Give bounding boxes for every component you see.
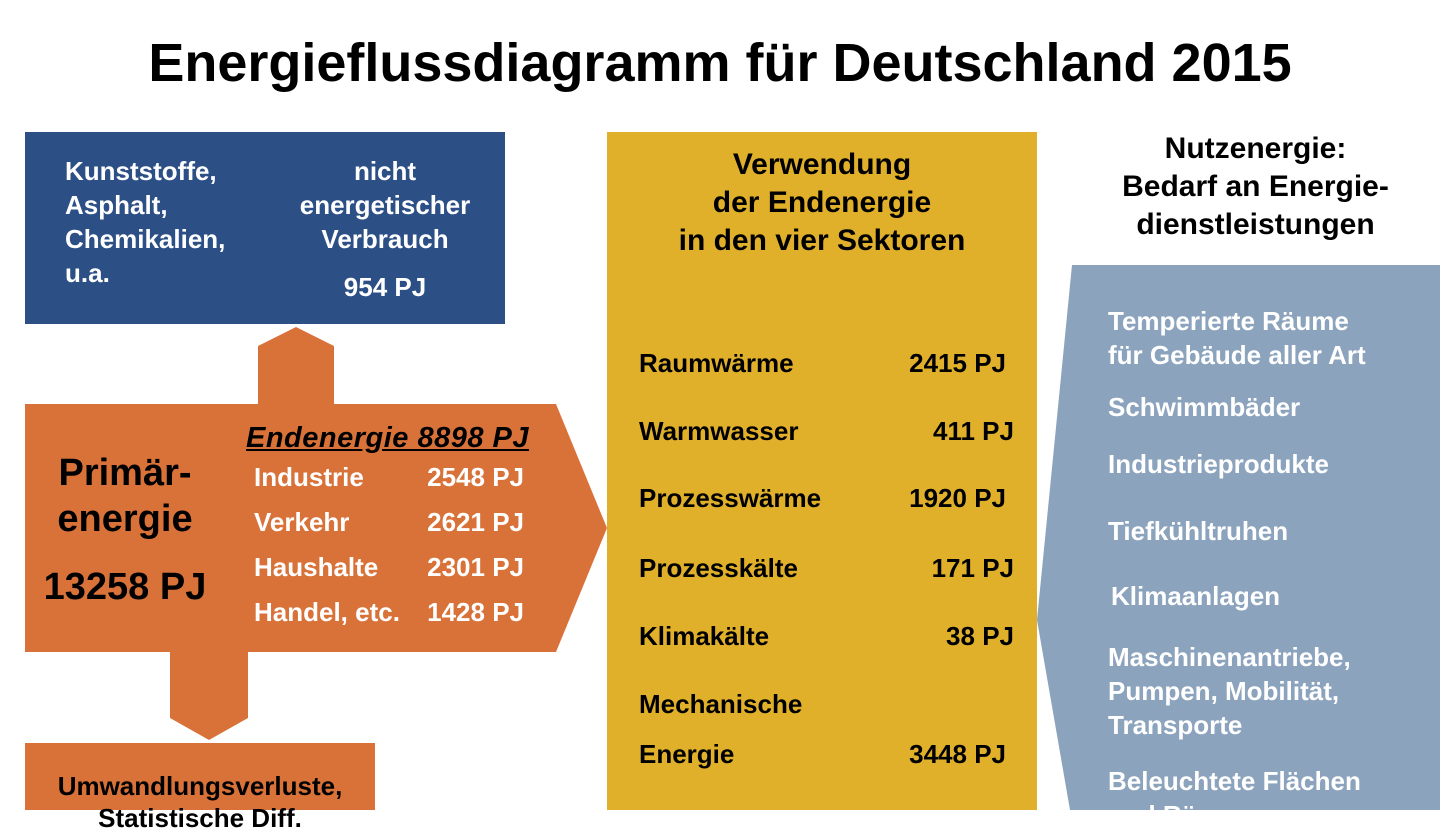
arrow-up-non-energy [258, 327, 334, 404]
useful-item-industrieprodukte: Industrieprodukte [1108, 447, 1428, 481]
non-energy-heading-line: nicht [353, 156, 417, 186]
usage-row-klimakaelte: Klimakälte 38 PJ [639, 621, 1014, 655]
usage-name: Warmwasser [639, 416, 799, 446]
useful-item-klimaanlagen: Klimaanlagen [1111, 579, 1431, 613]
losses-label: Umwandlungsverluste, Statistische Diff. [25, 770, 375, 834]
losses-label-line: Statistische Diff. [98, 803, 302, 833]
usage-value: 2415 PJ [909, 348, 1006, 378]
non-energy-value: 954 PJ [343, 272, 427, 302]
useful-item-line: und Räume [1108, 800, 1250, 830]
usage-value: 171 PJ [931, 553, 1014, 583]
useful-item-line: Tiefkühltruhen [1108, 516, 1289, 546]
sector-name: Industrie [254, 462, 364, 492]
usage-name: Prozesskälte [639, 553, 798, 583]
useful-item-schwimmbaeder: Schwimmbäder [1108, 390, 1428, 424]
useful-item-line: Transporte [1108, 710, 1243, 740]
useful-heading-line: Nutzenergie: [1164, 132, 1347, 165]
usage-name: Klimakälte [639, 621, 770, 651]
primary-energy-arrow [25, 404, 607, 652]
non-energy-products-list: Kunststoffe, Asphalt, Chemikalien, u.a. [65, 154, 225, 290]
page-title: Energieflussdiagramm für Deutschland 201… [148, 33, 1292, 93]
flow-shapes [25, 265, 1440, 810]
useful-item-line: Temperierte Räume [1108, 306, 1349, 336]
useful-item-line: Klimaanlagen [1111, 581, 1281, 611]
sector-name: Haushalte [254, 552, 379, 582]
sector-row-verkehr: Verkehr 2621 PJ [254, 507, 534, 541]
usage-name: Energie [639, 739, 735, 769]
useful-energy-heading: Nutzenergie: Bedarf an Energie- dienstle… [1078, 130, 1433, 244]
primary-energy-label-line: Primär- [58, 452, 192, 494]
usage-value: 1920 PJ [909, 483, 1006, 513]
primary-energy-value: 13258 PJ [43, 566, 207, 608]
usage-row-warmwasser: Warmwasser 411 PJ [639, 416, 1014, 450]
useful-item-line: für Gebäude aller Art [1108, 340, 1366, 370]
non-energy-heading-line: Verbrauch [321, 224, 449, 254]
non-energy-product: Asphalt, [65, 190, 168, 220]
sector-value: 2621 PJ [427, 507, 524, 537]
usage-row-energie: Energie 3448 PJ [639, 739, 1014, 773]
usage-box: Verwendung der Endenergie in den vier Se… [607, 132, 1037, 810]
losses-box [25, 743, 375, 810]
usage-value: 411 PJ [933, 416, 1014, 446]
useful-item-line: Beleuchtete Flächen [1108, 766, 1361, 796]
sector-value: 2548 PJ [427, 462, 524, 492]
sector-value: 1428 PJ [427, 597, 524, 627]
useful-item-line: Maschinenantriebe, [1108, 642, 1351, 672]
usage-row-prozesswaerme: Prozesswärme 1920 PJ [639, 483, 1014, 517]
useful-item-tiefkuehltruhen: Tiefkühltruhen [1108, 514, 1428, 548]
primary-energy-label-line: energie [57, 498, 193, 540]
sector-name: Verkehr [254, 507, 350, 537]
usage-value: 38 PJ [946, 621, 1014, 651]
useful-item-maschinen: Maschinenantriebe, Pumpen, Mobilität, Tr… [1108, 640, 1428, 742]
useful-item-line: Schwimmbäder [1108, 392, 1301, 422]
primary-energy-label: Primär- energie [30, 450, 220, 542]
usage-row-prozesskaelte: Prozesskälte 171 PJ [639, 553, 1014, 587]
useful-heading-line: Bedarf an Energie- [1122, 170, 1389, 203]
useful-item-line: Industrieprodukte [1108, 449, 1330, 479]
usage-heading-line: in den vier Sektoren [678, 224, 966, 257]
usage-name: Raumwärme [639, 348, 794, 378]
final-energy-heading: Endenergie 8898 PJ [246, 422, 530, 454]
usage-heading: Verwendung der Endenergie in den vier Se… [607, 146, 1037, 260]
usage-heading-line: der Endenergie [712, 186, 932, 219]
non-energy-box: Kunststoffe, Asphalt, Chemikalien, u.a. … [25, 132, 505, 324]
sector-name: Handel, etc. [254, 597, 400, 627]
non-energy-product: Chemikalien, [65, 224, 226, 254]
useful-item-raeume: Temperierte Räume für Gebäude aller Art [1108, 304, 1428, 372]
useful-item-line: Pumpen, Mobilität, [1108, 676, 1340, 706]
non-energy-product: u.a. [65, 258, 110, 288]
usage-name: Prozesswärme [639, 483, 822, 513]
useful-item-beleuchtung: Beleuchtete Flächen und Räume [1108, 764, 1428, 832]
usage-row-raumwaerme: Raumwärme 2415 PJ [639, 348, 1014, 382]
useful-heading-line: dienstleistungen [1136, 208, 1375, 241]
usage-row-mechanische: Mechanische [639, 689, 1014, 723]
sector-value: 2301 PJ [427, 552, 524, 582]
losses-label-line: Umwandlungsverluste, [57, 771, 343, 801]
non-energy-heading-line: energetischer [299, 190, 471, 220]
usage-name: Mechanische [639, 689, 803, 719]
sector-row-haushalte: Haushalte 2301 PJ [254, 552, 534, 586]
useful-energy-box [1037, 265, 1440, 810]
non-energy-heading: nicht energetischer Verbrauch [285, 154, 485, 256]
arrow-down-losses [170, 650, 248, 740]
usage-value: 3448 PJ [909, 739, 1006, 769]
non-energy-product: Kunststoffe, [65, 156, 217, 186]
sector-row-handel: Handel, etc. 1428 PJ [254, 597, 534, 631]
sector-row-industrie: Industrie 2548 PJ [254, 462, 534, 496]
usage-heading-line: Verwendung [732, 148, 912, 181]
